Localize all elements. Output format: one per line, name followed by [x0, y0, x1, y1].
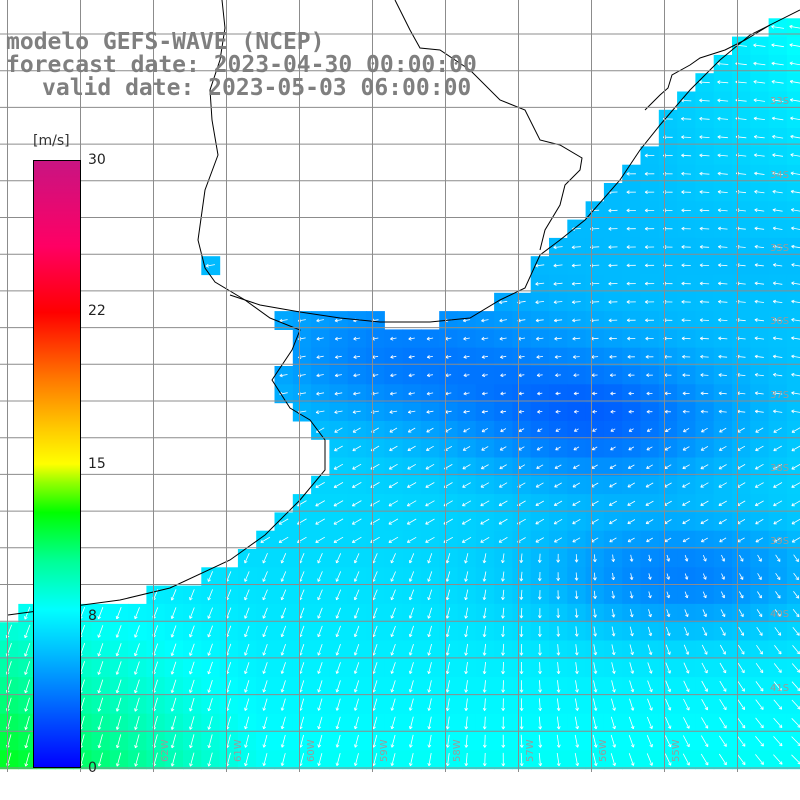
lat-label: 36S	[770, 316, 789, 327]
lon-label: 59W	[379, 739, 390, 762]
lon-label: 62W	[160, 739, 171, 762]
lat-label: 41S	[770, 683, 789, 694]
lat-label: 39S	[770, 536, 789, 547]
colorbar-tick-15: 15	[88, 456, 106, 472]
lat-label: 34S	[770, 170, 789, 181]
lon-label: 60W	[306, 739, 317, 762]
lat-label: 37S	[770, 390, 789, 401]
lon-label: 55W	[671, 739, 682, 762]
latitude-labels: 33S 34S 35S 36S 37S 38S 39S 40S 41S	[770, 96, 789, 694]
lon-label: 56W	[598, 739, 609, 762]
title-model: modelo GEFS-WAVE (NCEP)	[6, 29, 325, 55]
colorbar-units: [m/s]	[33, 133, 70, 149]
coastline	[7, 0, 800, 616]
lon-label: 58W	[452, 739, 463, 762]
longitude-labels: 62W 61W 60W 59W 58W 57W 56W 55W	[160, 739, 682, 762]
colorbar	[33, 160, 81, 768]
colorbar-tick-22: 22	[88, 303, 106, 319]
lon-label: 61W	[233, 739, 244, 762]
lat-label: 35S	[770, 243, 789, 254]
title-forecast-date: forecast date: 2023-04-30 00:00:00	[6, 52, 477, 78]
lat-label: 38S	[770, 463, 789, 474]
title-valid-date: valid date: 2023-05-03 06:00:00	[42, 75, 472, 101]
lat-lon-grid	[0, 0, 800, 772]
colorbar-tick-8: 8	[88, 608, 97, 624]
colorbar-tick-30: 30	[88, 152, 106, 168]
lat-label: 33S	[770, 96, 789, 107]
lat-label: 40S	[770, 609, 789, 620]
colorbar-tick-0: 0	[88, 760, 97, 776]
lon-label: 57W	[525, 739, 536, 762]
